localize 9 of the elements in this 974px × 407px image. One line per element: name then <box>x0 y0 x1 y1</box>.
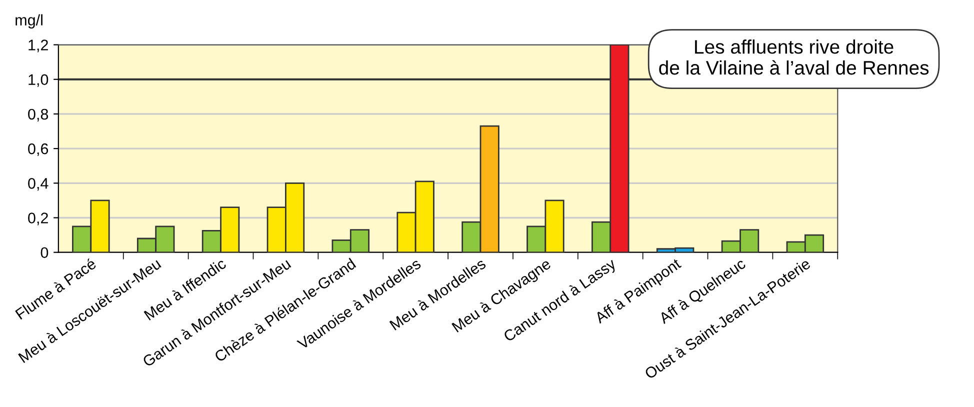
y-tick-label: 1,2 <box>28 40 48 52</box>
chart-title: Les affluents rive droite de la Vilaine à l’aval de Rennes <box>659 39 929 75</box>
y-tick-label: 1,0 <box>28 74 48 87</box>
y-axis-title: mg/l <box>16 14 42 28</box>
y-tick-label: 0,6 <box>28 143 48 156</box>
y-tick-label: 0 <box>40 247 48 258</box>
y-tick-label: 0,2 <box>28 212 48 226</box>
y-tick-label: 0,4 <box>28 178 48 191</box>
y-tick-label: 0,8 <box>28 108 48 122</box>
